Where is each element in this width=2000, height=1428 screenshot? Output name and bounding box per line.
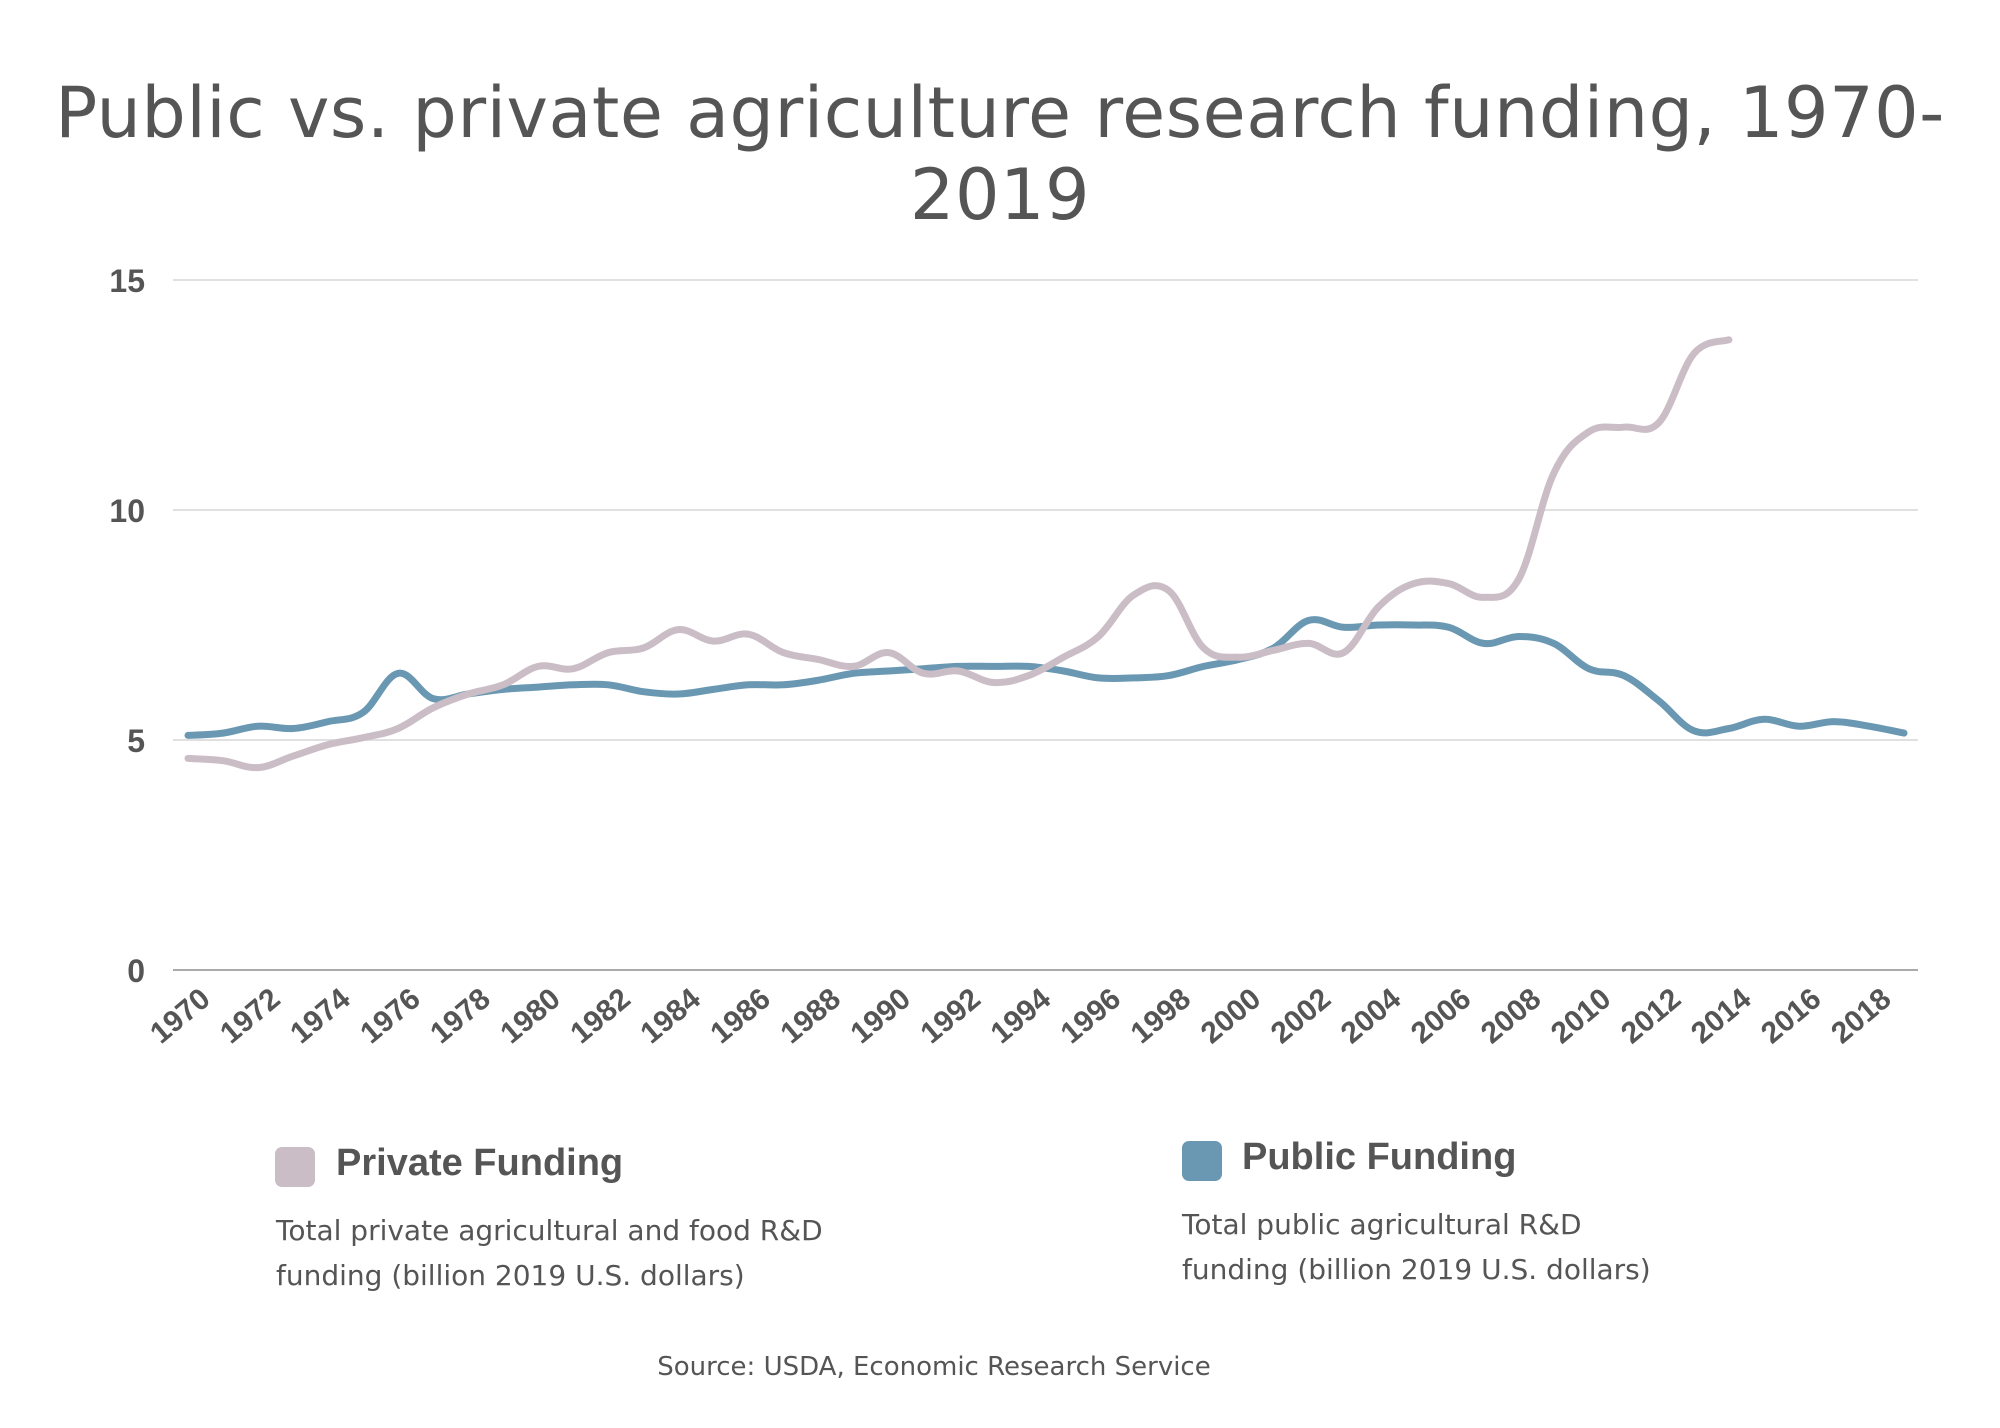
chart-title: Public vs. private agriculture research … <box>55 72 1945 236</box>
x-tick-label: 1992 <box>915 982 987 1050</box>
y-tick-label: 0 <box>127 953 145 989</box>
y-axis-ticks: 0 5 10 15 <box>109 263 145 989</box>
x-tick-label: 1998 <box>1125 982 1197 1050</box>
private-legend-description: Total private agricultural and food R&D … <box>276 1208 896 1298</box>
private-legend-label: Private Funding <box>336 1142 624 1184</box>
x-tick-label: 1988 <box>775 982 847 1050</box>
x-tick-label: 2008 <box>1475 982 1547 1050</box>
x-tick-label: 2018 <box>1825 982 1897 1050</box>
public-desc-line-1: Total public agricultural R&D <box>1182 1208 1582 1241</box>
x-tick-label: 1984 <box>634 982 707 1050</box>
private-funding-line <box>184 336 1733 772</box>
private-legend-swatch <box>275 1147 315 1187</box>
private-desc-line-2: funding (billion 2019 U.S. dollars) <box>276 1259 745 1292</box>
x-tick-label: 2006 <box>1405 982 1477 1050</box>
x-tick-label: 2012 <box>1615 982 1687 1050</box>
public-desc-line-2: funding (billion 2019 U.S. dollars) <box>1182 1253 1651 1286</box>
x-tick-label: 2000 <box>1195 982 1267 1050</box>
x-tick-label: 2002 <box>1265 982 1337 1050</box>
x-tick-label: 1990 <box>845 982 917 1050</box>
series-lines <box>184 336 1908 772</box>
public-legend-description: Total public agricultural R&D funding (b… <box>1182 1202 1802 1292</box>
gridlines <box>173 279 1918 971</box>
x-axis-ticks: 1970197219741976197819801982198419861988… <box>144 982 1897 1050</box>
source-note: Source: USDA, Economic Research Service <box>657 1352 1211 1382</box>
public-legend-label: Public Funding <box>1242 1136 1517 1178</box>
x-tick-label: 2004 <box>1335 982 1408 1050</box>
x-tick-label: 1970 <box>144 982 216 1050</box>
x-tick-label: 1980 <box>494 982 566 1050</box>
public-legend-swatch <box>1182 1141 1222 1181</box>
public-funding-line <box>184 616 1908 739</box>
x-tick-label: 1976 <box>354 982 426 1050</box>
x-tick-label: 1978 <box>424 982 496 1050</box>
y-tick-label: 15 <box>109 263 145 299</box>
x-tick-label: 2016 <box>1755 982 1827 1050</box>
private-desc-line-1: Total private agricultural and food R&D <box>276 1214 823 1247</box>
x-tick-label: 1974 <box>284 982 357 1050</box>
x-tick-label: 1996 <box>1055 982 1127 1050</box>
x-tick-label: 2014 <box>1685 982 1758 1050</box>
x-tick-label: 2010 <box>1545 982 1617 1050</box>
x-tick-label: 1994 <box>985 982 1058 1050</box>
y-tick-label: 10 <box>109 493 145 529</box>
x-tick-label: 1986 <box>704 982 776 1050</box>
x-tick-label: 1982 <box>564 982 636 1050</box>
y-tick-label: 5 <box>127 723 145 759</box>
x-tick-label: 1972 <box>214 982 286 1050</box>
